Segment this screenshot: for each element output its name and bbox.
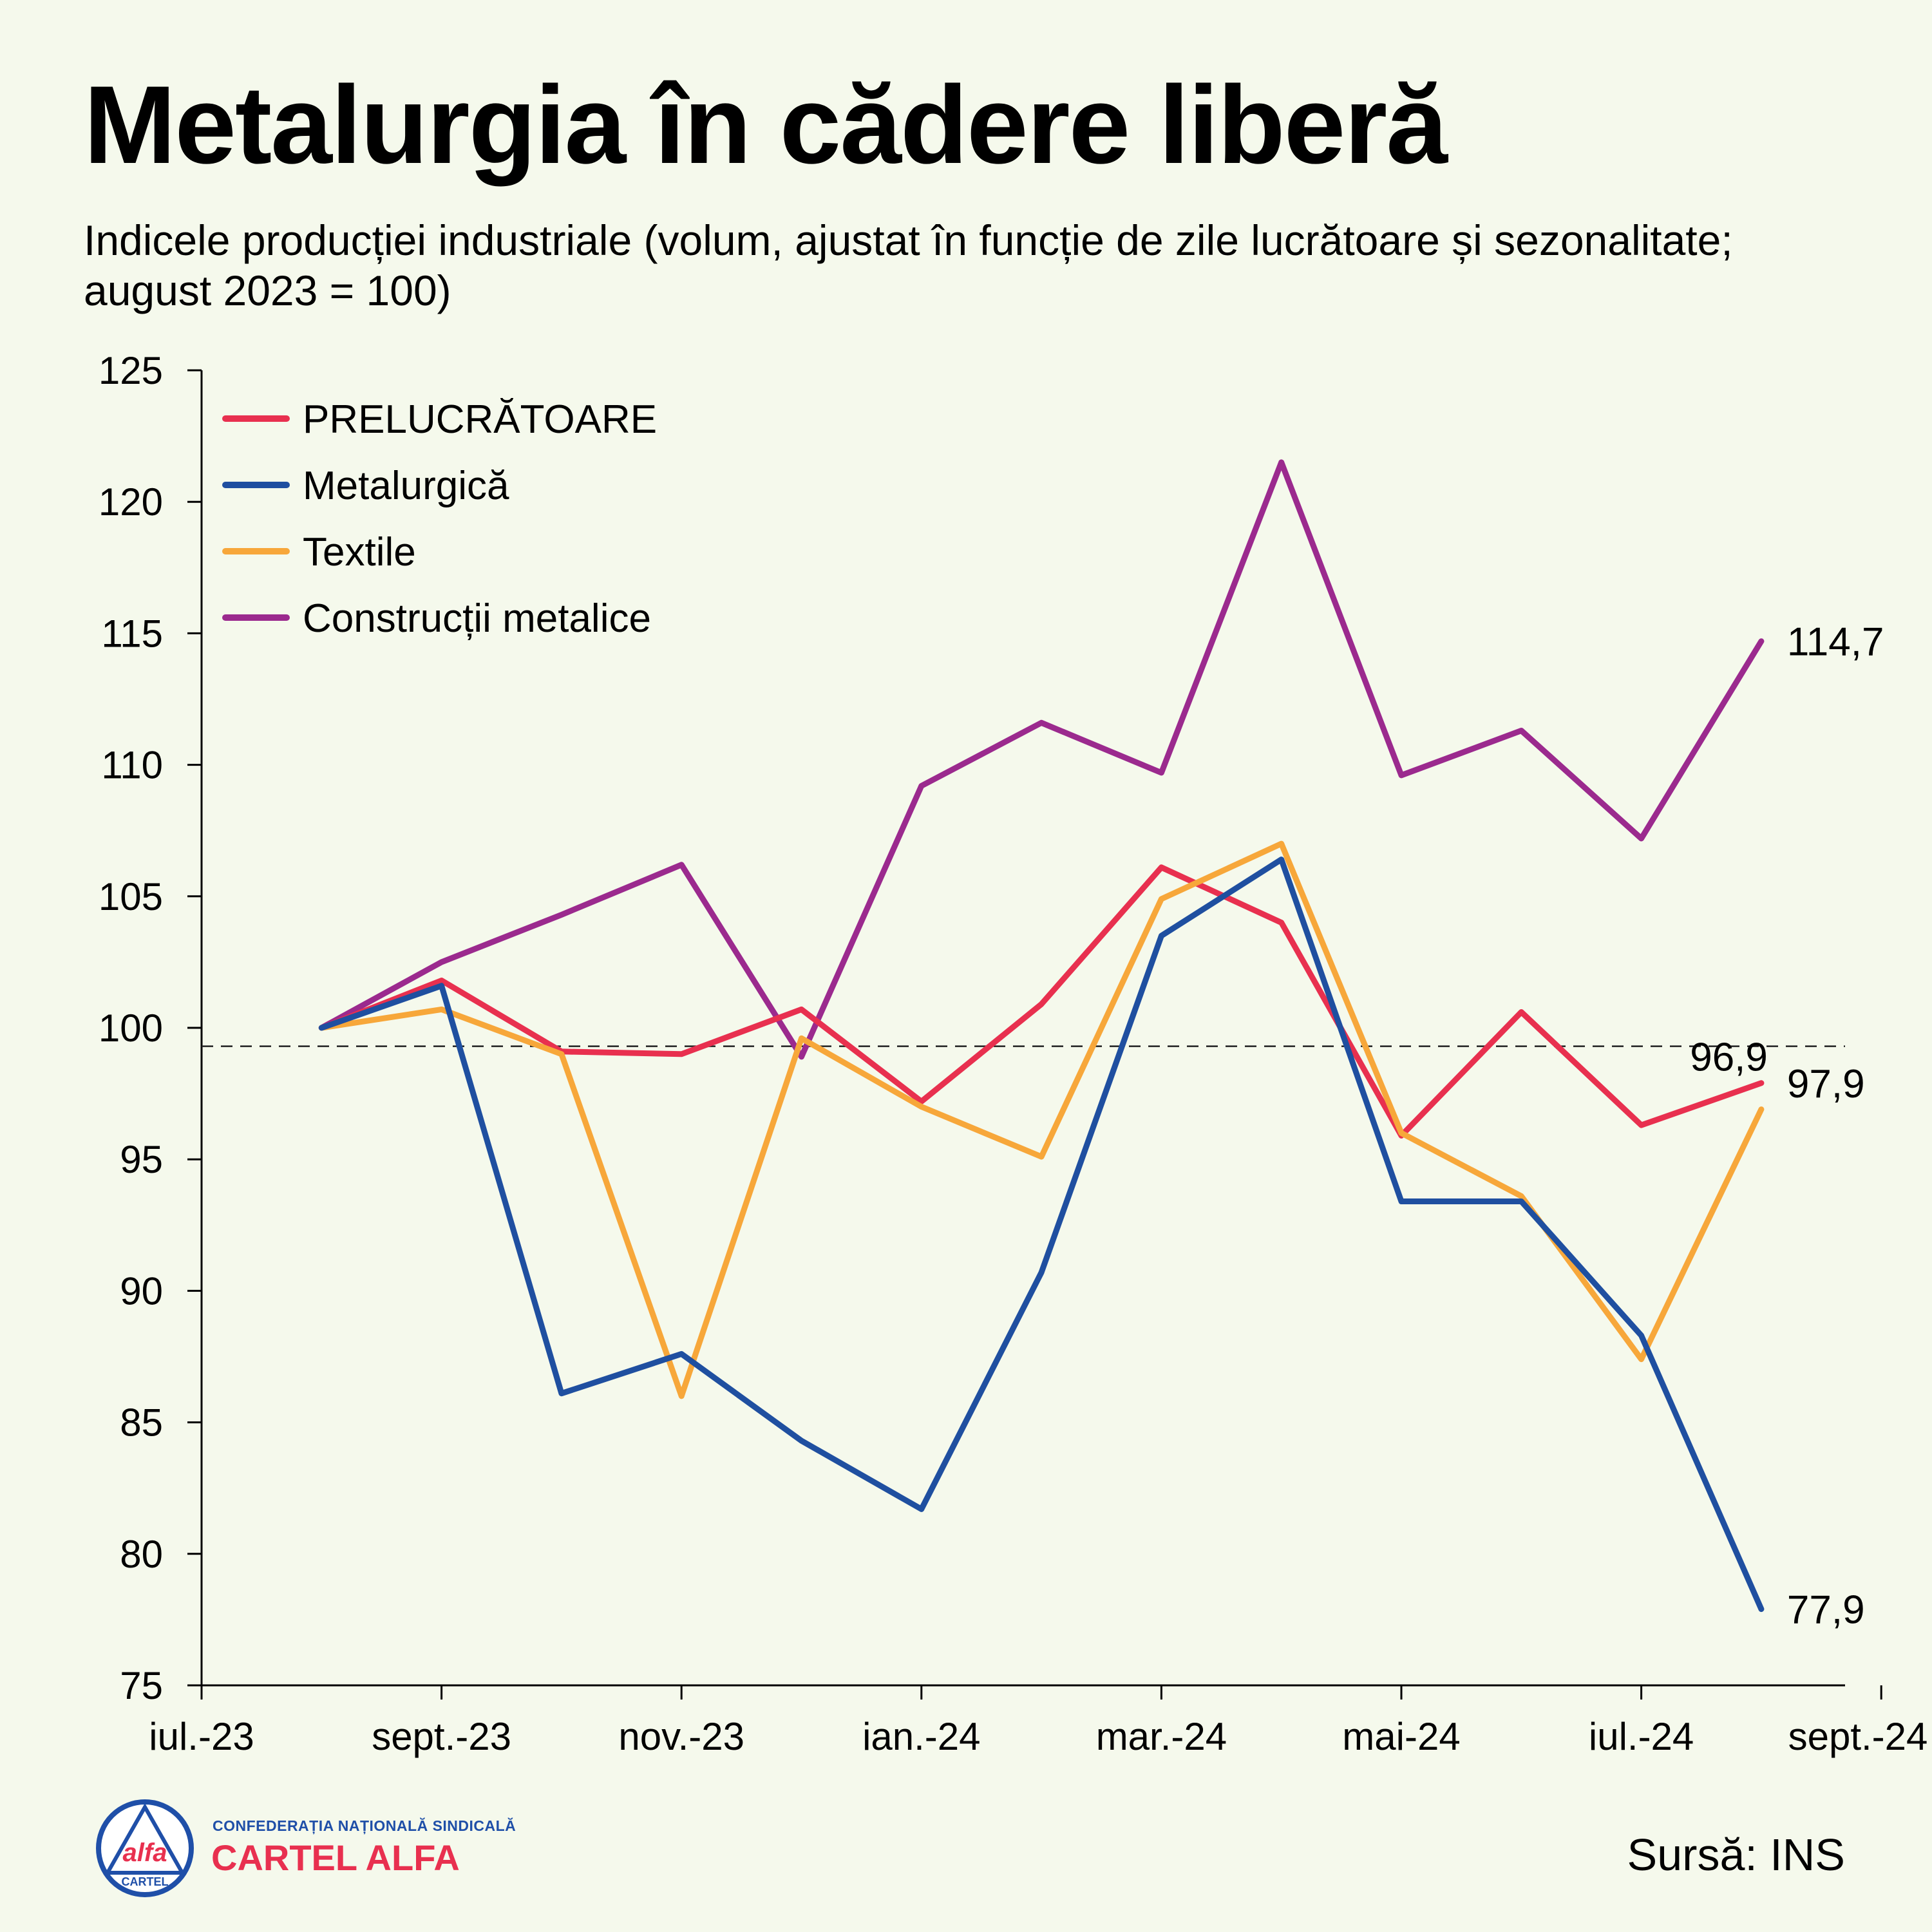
y-tick-label: 80 <box>120 1533 163 1576</box>
source-note: Sursă: INS <box>1627 1830 1845 1880</box>
end-label: 114,7 <box>1787 620 1884 665</box>
series-line-0 <box>318 864 1765 1139</box>
legend-label: Construcții metalice <box>303 596 651 641</box>
end-label: 96,9 <box>1690 1036 1768 1080</box>
y-tick-label: 110 <box>101 744 163 787</box>
x-tick-label: iul.-23 <box>149 1715 254 1758</box>
end-label: 97,9 <box>1787 1062 1865 1106</box>
end-labels: 97,9 77,9 96,9 114,7 <box>1690 620 1884 1633</box>
series-line-1 <box>318 857 1765 1613</box>
x-tick-label: sept.-23 <box>372 1715 511 1758</box>
y-tick-label: 75 <box>120 1664 163 1707</box>
series-line-2 <box>318 840 1765 1399</box>
y-tick-label: 125 <box>99 349 163 392</box>
legend: PRELUCRĂTOARE Metalurgică Textile Construcț… <box>222 397 657 641</box>
legend-label: Metalurgică <box>303 464 509 508</box>
org-subtitle: CONFEDERAȚIA NAȚIONALĂ SINDICALĂ <box>213 1817 516 1834</box>
chart-axes: 75 80 85 90 95 100 105 110 115 120 125 iul.-23 sept.… <box>99 349 1928 1758</box>
series-lines <box>318 459 1765 1613</box>
logo-text-bottom: CARTEL <box>122 1875 169 1888</box>
x-tick-label: mai-24 <box>1342 1715 1460 1758</box>
y-tick-label: 85 <box>120 1401 163 1444</box>
y-tick-label: 90 <box>120 1269 163 1312</box>
page-title: Metalurgia în cădere liberă <box>84 63 1448 187</box>
logo-triangle <box>104 1803 186 1875</box>
org-name: CARTEL ALFA <box>211 1837 460 1878</box>
logo-text-top: alfa <box>123 1839 167 1867</box>
y-tick-label: 120 <box>99 480 163 524</box>
cartel-alfa-logo: alfa CARTEL <box>96 1799 194 1897</box>
series-line-3 <box>318 459 1765 1060</box>
end-label: 77,9 <box>1787 1588 1865 1633</box>
y-tick-label: 105 <box>99 875 163 918</box>
x-tick-label: iul.-24 <box>1589 1715 1694 1758</box>
x-tick-label: nov.-23 <box>618 1715 744 1758</box>
chart-subtitle: Indicele producției industriale (volum, … <box>84 216 1733 314</box>
y-tick-label: 95 <box>120 1138 163 1181</box>
legend-label: PRELUCRĂTOARE <box>303 397 657 442</box>
y-tick-label: 100 <box>99 1007 163 1050</box>
y-tick-label: 115 <box>101 612 163 655</box>
x-tick-label: ian.-24 <box>862 1715 980 1758</box>
legend-label: Textile <box>303 530 416 574</box>
x-tick-label: sept.-24 <box>1788 1715 1928 1758</box>
x-tick-label: mar.-24 <box>1096 1715 1227 1758</box>
